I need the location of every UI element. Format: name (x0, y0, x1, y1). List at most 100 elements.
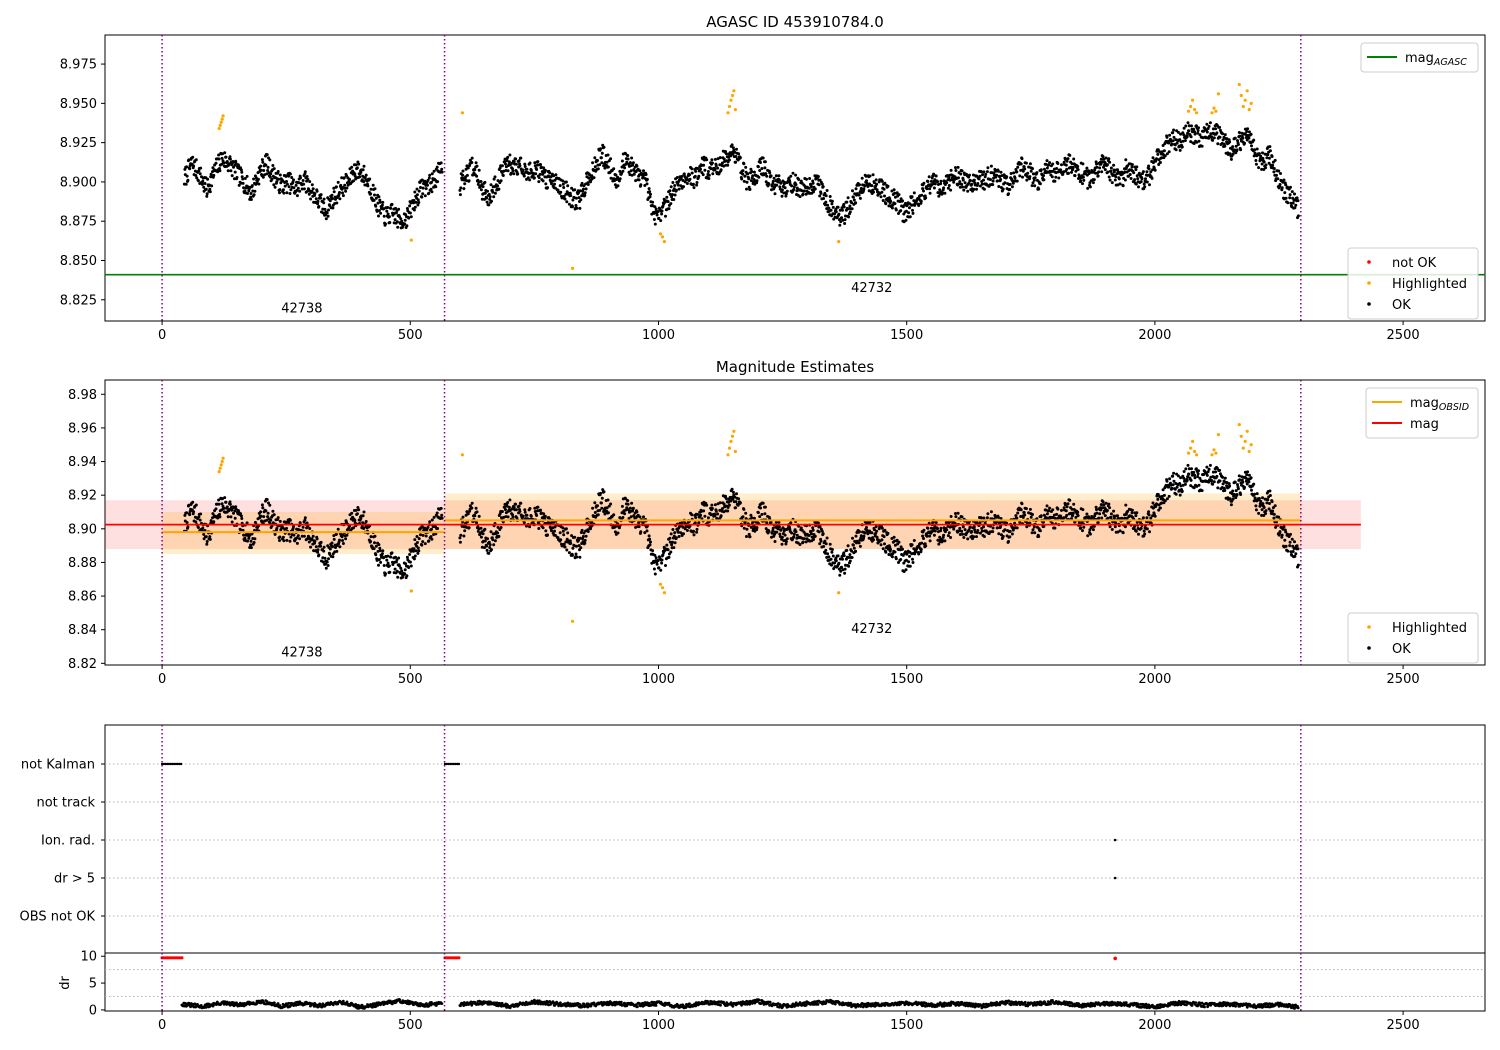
magest-point-ok (741, 515, 745, 519)
magest-point-ok (479, 526, 483, 530)
magest-point-ok (936, 527, 939, 531)
agasc-point-ok (512, 160, 516, 164)
agasc-point-ok (874, 178, 878, 182)
agasc-point-ok (960, 169, 964, 173)
magest-point-ok (580, 528, 584, 532)
magest-point-ok (767, 529, 771, 533)
agasc-point-ok (943, 191, 947, 195)
agasc-point-ok (858, 183, 861, 187)
magest-point-ok (813, 534, 817, 538)
agasc-point-ok (959, 172, 963, 176)
agasc-point-ok (653, 222, 657, 226)
agasc-point-ok (1186, 121, 1190, 125)
agasc-point-ok (1019, 162, 1023, 166)
magest-point-ok (578, 555, 582, 559)
agasc-point-ok (984, 172, 988, 176)
magest-point-ok (890, 555, 894, 559)
agasc-point-ok (541, 179, 545, 183)
magest-point-ok (1113, 525, 1117, 529)
agasc-point-ok (310, 183, 314, 187)
agasc-point-ok (225, 160, 229, 163)
agasc-point-ok (1109, 166, 1113, 170)
agasc-point-ok (649, 192, 652, 196)
agasc-lower-legend-swatch (1367, 302, 1371, 306)
magest-point-ok (467, 526, 471, 530)
agasc-point-ok (735, 147, 738, 151)
magest-point-ok (893, 550, 897, 554)
agasc-point-ok (802, 189, 806, 193)
agasc-point-ok (567, 202, 571, 206)
agasc-point-ok (997, 185, 1001, 188)
agasc-point-ok (899, 209, 903, 213)
magest-point-ok (317, 553, 321, 557)
magest-point-ok (828, 542, 832, 546)
magest-point-ok (706, 516, 710, 520)
agasc-point-ok (1147, 164, 1151, 168)
agasc-point-ok (707, 173, 711, 177)
magest-point-ok (214, 507, 218, 511)
agasc-point-ok (553, 182, 556, 186)
agasc-point-ok (769, 174, 773, 178)
agasc-point-ok (468, 158, 472, 162)
agasc-point-ok (362, 180, 366, 184)
agasc-point-ok (881, 199, 885, 202)
agasc-point-highlighted (726, 111, 730, 115)
agasc-point-ok (605, 160, 609, 164)
magest-point-ok (628, 506, 632, 510)
agasc-point-ok (750, 170, 754, 174)
agasc-point-ok (1001, 187, 1005, 191)
magest-point-ok (571, 553, 574, 557)
agasc-point-ok (1255, 147, 1259, 151)
magest-point-ok (292, 533, 296, 537)
magest-point-ok (1147, 510, 1151, 514)
agasc-point-ok (1072, 157, 1076, 161)
agasc-point-ok (1264, 166, 1268, 170)
magest-point-ok (825, 536, 829, 540)
magest-point-ok (1172, 471, 1176, 475)
agasc-point-ok (1278, 183, 1282, 186)
magest-point-ok (265, 498, 269, 501)
magest-point-ok (1055, 512, 1059, 516)
magest-point-ok (790, 531, 794, 535)
magest-point-ok (537, 527, 541, 530)
agasc-point-ok (910, 195, 914, 199)
magest-point-ok (1233, 480, 1237, 484)
magest-point-ok (703, 514, 707, 518)
agasc-ytick-label: 8.850 (60, 254, 97, 269)
agasc-point-ok (575, 206, 579, 210)
agasc-point-ok (583, 191, 587, 195)
agasc-point-ok (768, 171, 772, 175)
agasc-point-ok (932, 172, 936, 176)
magest-point-ok (511, 515, 515, 519)
agasc-point-ok (603, 166, 607, 170)
agasc-ytick-label: 8.950 (60, 97, 97, 112)
magest-point-ok (384, 572, 387, 576)
agasc-point-ok (409, 215, 413, 219)
magest-point-ok (374, 544, 378, 548)
agasc-point-highlighted (1247, 108, 1251, 112)
magest-point-ok (760, 512, 764, 516)
agasc-point-ok (1123, 178, 1127, 182)
agasc-point-highlighted (218, 123, 222, 127)
magest-point-ok (535, 514, 539, 517)
agasc-point-ok (538, 172, 542, 176)
agasc-point-ok (683, 180, 687, 184)
agasc-point-ok (532, 176, 536, 180)
agasc-point-ok (528, 161, 532, 165)
agasc-point-ok (911, 208, 914, 212)
agasc-point-ok (857, 193, 861, 197)
magest-point-ok (1020, 502, 1024, 506)
magest-point-ok (961, 525, 965, 529)
agasc-point-ok (757, 175, 761, 179)
agasc-point-ok (844, 214, 847, 218)
agasc-point-ok (936, 180, 939, 184)
agasc-point-ok (266, 169, 270, 172)
magest-point-ok (233, 516, 237, 520)
agasc-point-ok (1070, 162, 1074, 166)
agasc-point-ok (1100, 170, 1104, 174)
agasc-point-ok (1065, 167, 1069, 171)
agasc-point-ok (338, 191, 341, 194)
agasc-point-ok (989, 178, 992, 181)
agasc-point-ok (1218, 125, 1222, 129)
magest-point-ok (1066, 502, 1070, 506)
